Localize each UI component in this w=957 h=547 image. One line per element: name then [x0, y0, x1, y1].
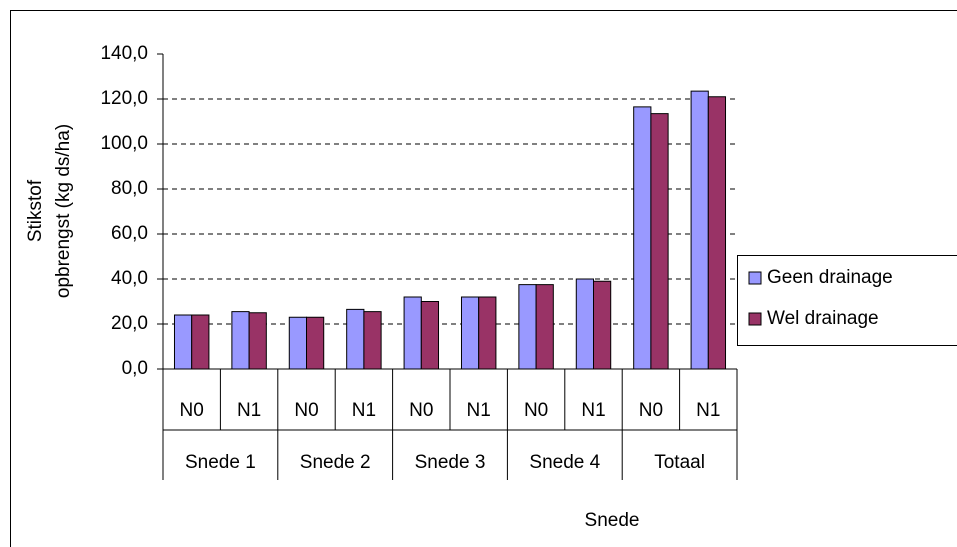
- bar: [575, 278, 595, 370]
- y-tick-label: 100,0: [100, 133, 148, 154]
- group-label: Snede 1: [185, 452, 256, 473]
- bar: [346, 308, 365, 370]
- bar: [191, 314, 210, 370]
- y-tick-label: 140,0: [100, 43, 148, 64]
- y-tick-label: 120,0: [100, 88, 148, 109]
- bar: [420, 301, 440, 370]
- y-axis-title: opbrengst (kg ds/ha): [53, 124, 74, 298]
- legend-swatch: [748, 312, 762, 326]
- y-tick-label: 20,0: [111, 313, 148, 334]
- y-tick-label: 0,0: [122, 358, 148, 379]
- x-tick-label: N0: [294, 400, 318, 421]
- legend-box: [737, 255, 957, 346]
- bar: [403, 296, 422, 370]
- bar: [535, 284, 554, 370]
- bar: [288, 316, 307, 370]
- bar: [593, 280, 612, 370]
- x-tick-label: N0: [639, 400, 663, 421]
- bar: [306, 316, 325, 370]
- legend-label: Geen drainage: [767, 267, 893, 288]
- bar: [650, 113, 669, 370]
- y-tick-label: 80,0: [111, 178, 148, 199]
- bar: [173, 314, 193, 370]
- y-tick-label: 60,0: [111, 223, 148, 244]
- bar: [478, 296, 497, 370]
- group-label: Snede 3: [415, 452, 486, 473]
- x-tick-label: N1: [696, 400, 720, 421]
- x-tick-label: N1: [581, 400, 605, 421]
- group-label: Snede 4: [529, 452, 600, 473]
- y-axis-title: Stikstof: [25, 179, 46, 242]
- bar: [248, 312, 267, 370]
- bar: [690, 90, 709, 370]
- bar: [633, 106, 652, 370]
- group-label: Snede 2: [300, 452, 371, 473]
- x-tick-label: N1: [237, 400, 261, 421]
- x-tick-label: N1: [352, 400, 376, 421]
- x-tick-label: N1: [467, 400, 491, 421]
- bar: [707, 96, 727, 370]
- x-tick-label: N0: [180, 400, 204, 421]
- legend-swatch: [748, 271, 762, 285]
- group-label: Totaal: [654, 452, 705, 473]
- legend-label: Wel drainage: [767, 308, 879, 329]
- bar: [363, 311, 382, 370]
- y-tick-label: 40,0: [111, 268, 148, 289]
- x-tick-label: N0: [524, 400, 548, 421]
- bar: [518, 284, 537, 370]
- bar: [460, 296, 480, 370]
- x-axis-title: Snede: [585, 510, 640, 531]
- bar: [231, 311, 250, 370]
- x-tick-label: N0: [409, 400, 433, 421]
